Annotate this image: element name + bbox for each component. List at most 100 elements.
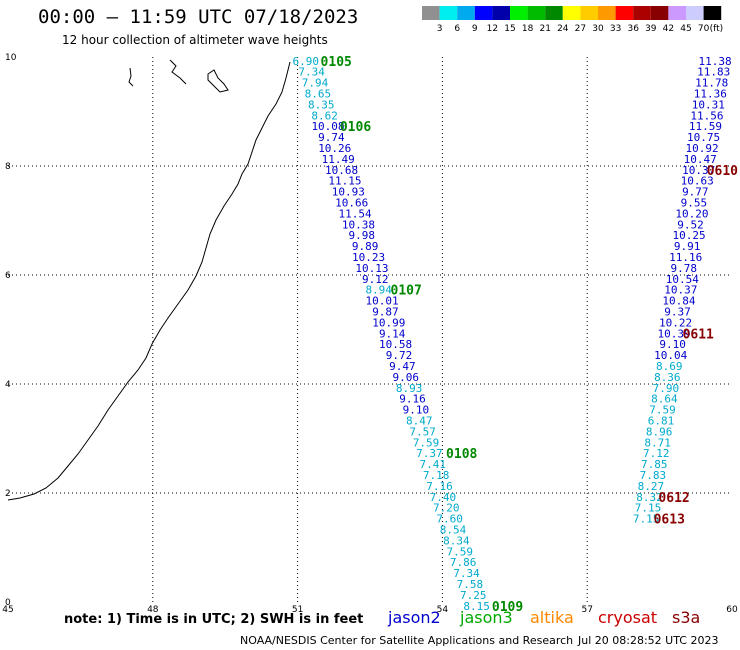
wave-height-label: 9.12 [362,273,389,286]
wave-height-label: 7.86 [450,556,477,569]
wave-height-label: 7.18 [423,469,450,482]
island-outline [169,59,187,85]
legend-item-altika: altika [530,608,574,627]
wave-height-label: 10.75 [687,131,720,144]
wave-height-label: 7.34 [298,66,325,79]
wave-height-label: 11.54 [338,207,371,220]
scale-tick-label: 12 [487,24,498,34]
y-tick-label: 6 [5,271,11,281]
wave-height-label: 7.25 [460,589,487,602]
wave-height-label: 10.38 [342,218,375,231]
wave-height-label: 10.13 [355,262,388,275]
wave-height-label: 9.91 [674,240,701,253]
wave-height-label: 7.59 [447,545,474,558]
y-tick-label: 4 [5,380,11,390]
wave-height-label: 11.38 [699,55,732,68]
scale-swatch [562,6,581,20]
pass-label: 0105 [321,55,352,70]
scale-swatch [492,6,510,20]
y-tick-label: 0 [5,598,11,608]
wave-height-label: 9.37 [664,306,691,319]
pass-label: 0610 [707,164,738,179]
x-tick-label: 51 [292,605,303,615]
wave-height-label: 9.47 [389,360,416,373]
wave-height-label: 11.78 [695,77,728,90]
wave-height-label: 7.90 [653,382,680,395]
scale-swatch [474,6,493,20]
scale-swatch [598,6,616,20]
wave-height-label: 10.68 [325,164,358,177]
wave-height-label: 7.57 [409,425,436,438]
scale-swatch [633,6,651,20]
scale-swatch [439,6,458,20]
wave-height-label: 10.23 [352,251,385,264]
wave-height-label: 10.66 [335,197,368,210]
pass-label: 0106 [340,120,371,135]
scale-tick-label: 27 [575,24,586,34]
wave-height-label: 7.60 [436,513,463,526]
wave-height-label: 8.54 [440,524,467,537]
x-tick-label: 54 [437,605,449,615]
x-tick-label: 57 [581,605,592,615]
wave-height-label: 8.34 [443,534,470,547]
wave-height-label: 9.89 [352,240,379,253]
legend-item-cryosat: cryosat [598,608,658,627]
wave-height-label: 9.10 [659,338,686,351]
scale-swatch [510,6,528,20]
scale-unit-label: (ft) [710,24,724,34]
wave-height-label: 7.41 [419,458,446,471]
wave-height-label: 10.84 [662,295,695,308]
wave-height-label: 8.69 [656,360,683,373]
wave-height-label: 8.36 [654,371,681,384]
y-tick-label: 10 [5,53,17,63]
wave-height-label: 7.12 [643,447,670,460]
wave-height-label: 10.54 [666,273,699,286]
pass-label: 0109 [492,600,523,615]
wave-height-label: 11.56 [690,109,723,122]
scale-tick-label: 3 [437,24,443,34]
wave-height-label: 10.93 [332,186,365,199]
scale-tick-label: 36 [627,24,639,34]
wave-height-label: 10.37 [664,284,697,297]
wave-height-label: 9.87 [372,306,399,319]
wave-height-label: 10.47 [684,153,717,166]
wave-height-label: 7.94 [302,77,329,90]
scale-swatch [650,6,669,20]
wave-height-label: 10.58 [379,338,412,351]
wave-height-label: 7.59 [413,436,440,449]
wave-height-label: 10.22 [659,316,692,329]
wave-height-label: 7.37 [416,447,443,460]
island-outline [207,69,229,93]
wave-height-label: 11.83 [697,66,730,79]
wave-height-label: 10.25 [672,229,705,242]
pass-label: 0612 [658,491,689,506]
wave-height-label: 6.90 [293,55,320,68]
wave-height-label: 11.15 [328,175,361,188]
wave-height-label: 9.06 [392,371,419,384]
wave-height-label: 8.96 [646,425,673,438]
page-title: 00:00 – 11:59 UTC 07/18/2023 [38,6,359,28]
wave-height-label: 8.65 [305,88,332,101]
legend-item-jason3: jason3 [460,608,513,627]
wave-height-label: 8.35 [308,98,335,111]
scale-swatch [615,6,634,20]
wave-height-label: 9.77 [682,186,709,199]
wave-height-label: 10.26 [318,142,351,155]
scale-tick-label: 24 [557,24,569,34]
wave-height-label: 10.39 [658,327,691,340]
scale-tick-label: 18 [522,24,534,34]
scale-swatch [527,6,546,20]
wave-height-label: 7.16 [426,480,453,493]
wave-height-label: 9.52 [677,218,704,231]
scale-swatch [686,6,704,20]
wave-height-label: 9.74 [318,131,345,144]
wave-height-label: 7.85 [641,458,668,471]
page-subtitle: 12 hour collection of altimeter wave hei… [62,33,328,47]
wave-height-label: 7.15 [635,502,662,515]
scale-swatch [668,6,686,20]
wave-height-label: 8.27 [638,480,665,493]
wave-height-label: 8.94 [365,284,392,297]
wave-height-label: 7.34 [453,567,480,580]
wave-height-label: 8.47 [406,415,433,428]
